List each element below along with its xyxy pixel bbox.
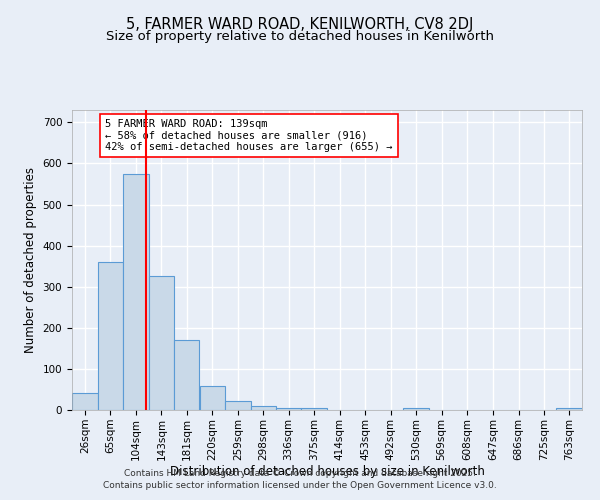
Bar xyxy=(251,406,276,410)
Text: Size of property relative to detached houses in Kenilworth: Size of property relative to detached ho… xyxy=(106,30,494,43)
Text: Contains public sector information licensed under the Open Government Licence v3: Contains public sector information licen… xyxy=(103,481,497,490)
Text: 5 FARMER WARD ROAD: 139sqm
← 58% of detached houses are smaller (916)
42% of sem: 5 FARMER WARD ROAD: 139sqm ← 58% of deta… xyxy=(105,119,392,152)
Bar xyxy=(403,408,429,410)
Bar xyxy=(123,174,149,410)
Bar xyxy=(301,408,327,410)
Bar xyxy=(72,392,98,410)
X-axis label: Distribution of detached houses by size in Kenilworth: Distribution of detached houses by size … xyxy=(170,466,484,478)
Y-axis label: Number of detached properties: Number of detached properties xyxy=(24,167,37,353)
Bar xyxy=(149,276,174,410)
Text: Contains HM Land Registry data © Crown copyright and database right 2025.: Contains HM Land Registry data © Crown c… xyxy=(124,468,476,477)
Bar xyxy=(276,408,301,410)
Bar xyxy=(225,400,251,410)
Text: 5, FARMER WARD ROAD, KENILWORTH, CV8 2DJ: 5, FARMER WARD ROAD, KENILWORTH, CV8 2DJ xyxy=(127,18,473,32)
Bar xyxy=(556,408,582,410)
Bar xyxy=(174,340,199,410)
Bar xyxy=(98,262,123,410)
Bar xyxy=(199,386,225,410)
